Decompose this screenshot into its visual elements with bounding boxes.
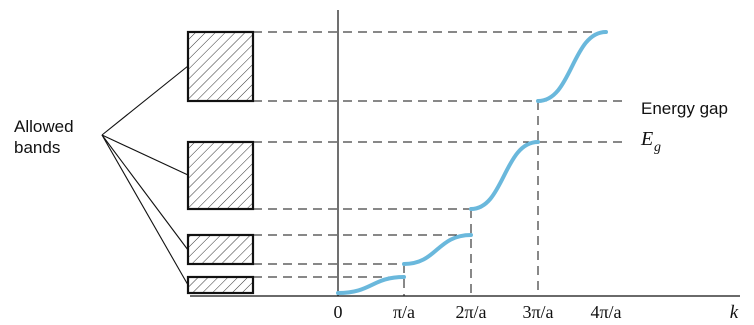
tick-label: 4π/a (590, 302, 621, 322)
eg-subscript: g (654, 140, 661, 155)
band-3 (186, 140, 255, 211)
curve-segment-1 (336, 275, 406, 295)
tick-label: 2π/a (455, 302, 486, 322)
zone-boundary-lines (403, 101, 539, 296)
eg-symbol: E (640, 128, 653, 150)
band-edge-lines (253, 31, 628, 278)
tick-label: 3π/a (522, 302, 553, 322)
band-4 (186, 30, 255, 103)
tick-label: 0 (334, 302, 343, 322)
curve-segment-2 (402, 233, 473, 266)
allowed-bands-label-line2: bands (14, 138, 60, 157)
dispersion-curve (336, 30, 608, 295)
allowed-bands-label-line1: Allowed (14, 117, 74, 136)
curve-segment-4 (536, 30, 608, 103)
tick-label: π/a (393, 302, 415, 322)
curve-segment-3 (469, 140, 540, 211)
band-1 (186, 275, 255, 295)
energy-gap-label: Energy gap (641, 99, 728, 118)
band-2 (186, 233, 255, 266)
allowed-bands (186, 30, 255, 295)
label-pointers (101, 65, 189, 286)
k-axis-label: k (730, 302, 739, 323)
